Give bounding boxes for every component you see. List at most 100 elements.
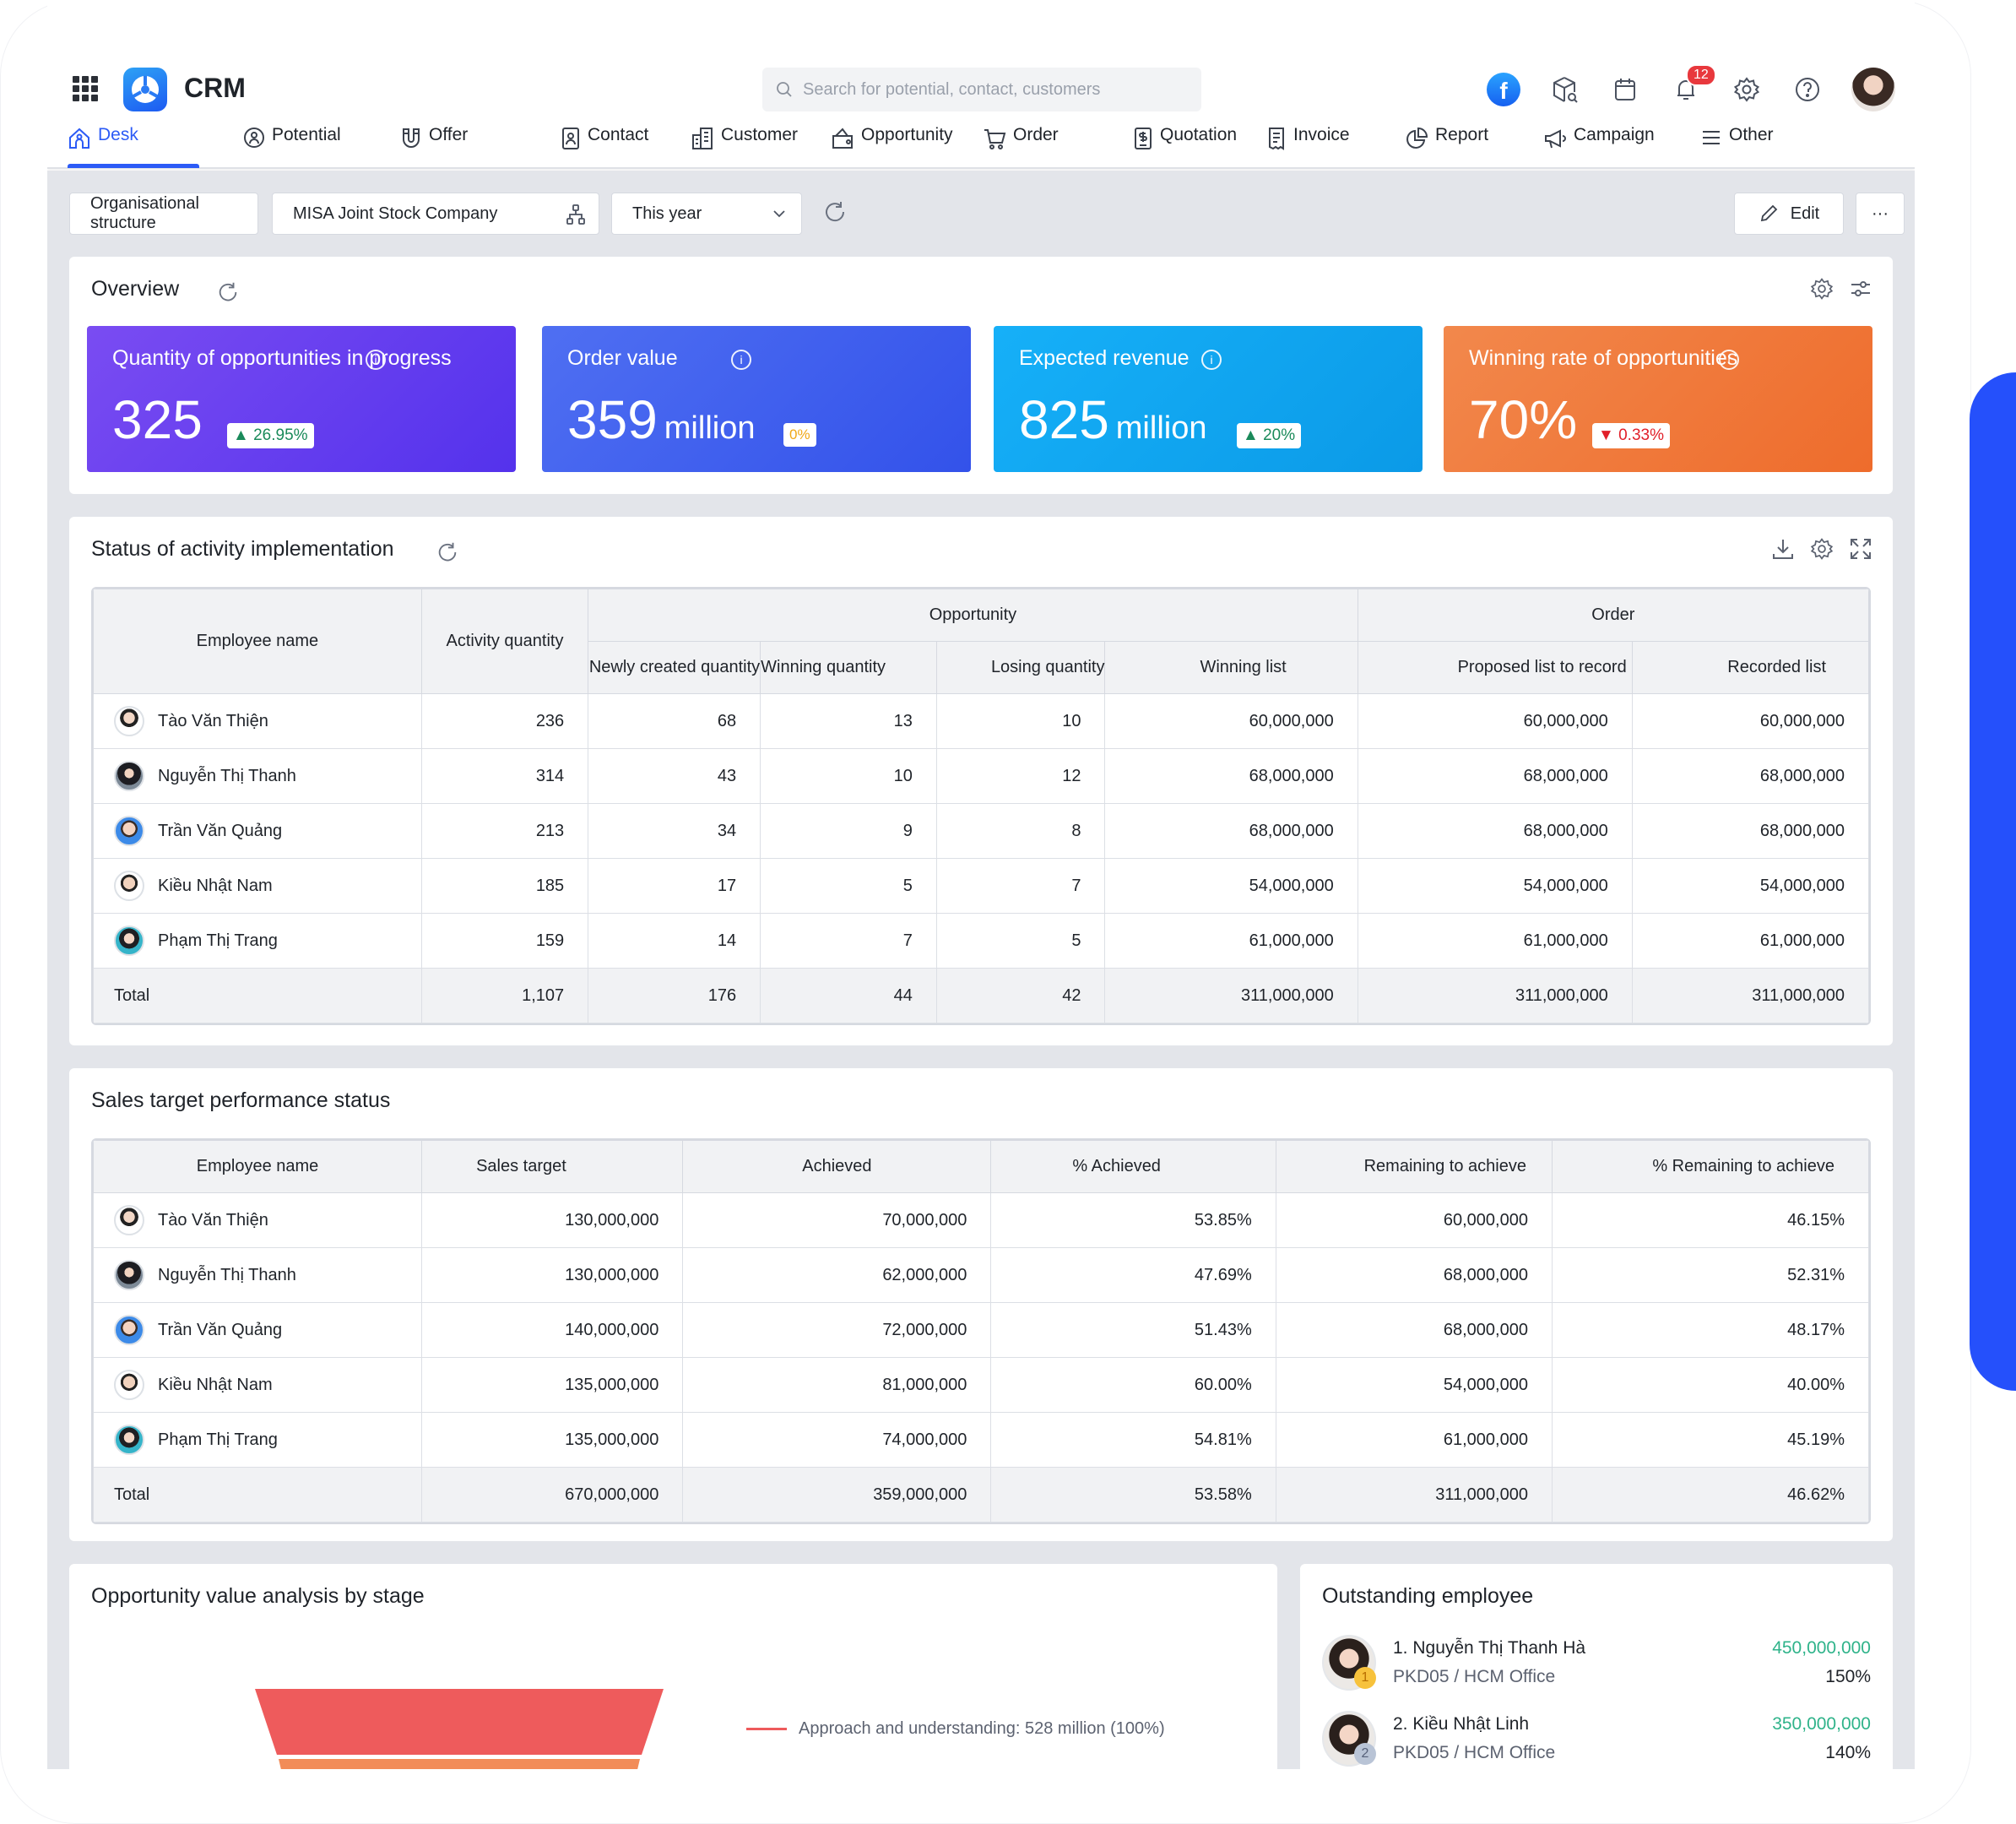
nav-label: Customer (721, 125, 799, 144)
group-opportunity: Opportunity (588, 589, 1358, 642)
info-icon[interactable]: i (366, 350, 386, 370)
list-item[interactable]: 2 2. Kiều Nhật Linh PKD05 / HCM Office 3… (1322, 1711, 1871, 1769)
table-row[interactable]: Kiều Nhật Nam 135,000,000 81,000,000 60.… (93, 1357, 1869, 1413)
more-options-button[interactable]: ··· (1856, 193, 1905, 235)
cell-achieved: 72,000,000 (682, 1302, 992, 1358)
cell-pct-achieved: 51.43% (990, 1302, 1276, 1358)
kpi-order-value[interactable]: Order value i 359 million 0% (542, 326, 971, 472)
cell-pct-achieved: 53.85% (990, 1192, 1276, 1248)
nav-order[interactable]: Order (983, 125, 1059, 169)
calendar-button[interactable] (1608, 73, 1642, 106)
cell-proposed: 68,000,000 (1357, 748, 1633, 804)
nav-offer[interactable]: Offer (400, 125, 468, 169)
table-row[interactable]: Nguyễn Thị Thanh 130,000,000 62,000,000 … (93, 1247, 1869, 1303)
product-search-button[interactable] (1547, 73, 1581, 106)
nav-quotation[interactable]: Quotation (1133, 125, 1237, 169)
nav-other[interactable]: Other (1700, 125, 1774, 169)
table-row[interactable]: Trần Văn Quảng 140,000,000 72,000,000 51… (93, 1302, 1869, 1358)
cell-pct-remaining: 52.31% (1551, 1247, 1869, 1303)
notifications-button[interactable]: 12 (1669, 64, 1716, 106)
total-lose: 42 (935, 968, 1106, 1023)
main-nav: Desk Potential Offer Contact Customer Op… (47, 125, 1915, 169)
global-search[interactable] (762, 68, 1201, 111)
facebook-button[interactable]: f (1487, 73, 1520, 106)
help-button[interactable] (1791, 73, 1824, 106)
search-input[interactable] (803, 79, 1191, 100)
arrow-up-icon: ▲ (233, 426, 254, 444)
period-select[interactable]: This year (611, 193, 802, 235)
table-row[interactable]: Kiều Nhật Nam 185 17 5 7 54,000,000 54,0… (93, 858, 1869, 914)
nav-report[interactable]: Report (1405, 125, 1488, 169)
cell-activity: 185 (420, 858, 589, 914)
kpi-opportunities-in-progress[interactable]: Quantity of opportunities in progress i … (87, 326, 516, 472)
app-launcher-icon[interactable] (73, 76, 98, 101)
gear-icon[interactable] (1810, 277, 1834, 301)
nav-desk[interactable]: Desk (68, 125, 138, 169)
refresh-icon[interactable] (436, 540, 459, 564)
gear-icon[interactable] (1810, 537, 1834, 561)
user-avatar[interactable] (1851, 68, 1895, 111)
magnet-icon (403, 128, 420, 148)
cell-recorded: 61,000,000 (1631, 913, 1869, 969)
cell-win: 10 (760, 748, 937, 804)
info-icon[interactable]: i (731, 350, 751, 370)
org-chart-icon (566, 204, 585, 225)
info-icon[interactable]: i (1201, 350, 1222, 370)
expand-icon[interactable] (1849, 537, 1872, 561)
table-row[interactable]: Nguyễn Thị Thanh 314 43 10 12 68,000,000… (93, 748, 1869, 804)
total-target: 670,000,000 (421, 1467, 684, 1523)
avatar (114, 761, 144, 791)
crm-app: CRM f 12 (47, 0, 1915, 1769)
funnel-stage-2[interactable] (279, 1759, 640, 1769)
nav-opportunity[interactable]: Opportunity (831, 125, 953, 169)
total-win: 44 (760, 968, 937, 1023)
table-row[interactable]: Tào Văn Thiện 130,000,000 70,000,000 53.… (93, 1192, 1869, 1248)
kpi-winning-rate[interactable]: Winning rate of opportunities i 70% ▼ 0.… (1444, 326, 1872, 472)
group-order: Order (1357, 589, 1869, 642)
edit-button[interactable]: Edit (1734, 193, 1844, 235)
nav-customer[interactable]: Customer (691, 125, 798, 169)
cell-win-list: 68,000,000 (1104, 803, 1358, 859)
sliders-icon[interactable] (1849, 277, 1872, 301)
app-title: CRM (184, 73, 246, 103)
kpi-label: Order value (567, 346, 678, 370)
employee-name: 2. Kiều Nhật Linh (1393, 1714, 1530, 1734)
download-icon[interactable] (1771, 537, 1795, 561)
cell-pct-remaining: 45.19% (1551, 1412, 1869, 1468)
cell-target: 135,000,000 (421, 1357, 684, 1413)
employee-name: Kiều Nhật Nam (158, 1375, 273, 1394)
kpi-number: 825 (1019, 389, 1109, 450)
cell-proposed: 60,000,000 (1357, 693, 1633, 749)
org-structure-select[interactable]: MISA Joint Stock Company (272, 193, 599, 235)
table-row[interactable]: Trần Văn Quảng 213 34 9 8 68,000,000 68,… (93, 803, 1869, 859)
cell-recorded: 54,000,000 (1631, 858, 1869, 914)
col-remaining: Remaining to achieve (1275, 1140, 1553, 1193)
avatar (114, 926, 144, 956)
table-row[interactable]: Phạm Thị Trang 159 14 7 5 61,000,000 61,… (93, 913, 1869, 969)
total-pct-remaining: 46.62% (1551, 1467, 1869, 1523)
col-recorded-list: Recorded list (1631, 641, 1869, 694)
info-icon[interactable]: i (1719, 350, 1739, 370)
col-sales-target: Sales target (421, 1140, 684, 1193)
crm-logo-icon (123, 68, 167, 111)
table-row[interactable]: Tào Văn Thiện 236 68 13 10 60,000,000 60… (93, 693, 1869, 749)
cell-activity: 314 (420, 748, 589, 804)
nav-campaign[interactable]: Campaign (1543, 125, 1655, 169)
avatar (114, 1315, 144, 1345)
nav-potential[interactable]: Potential (243, 125, 341, 169)
col-winning-list: Winning list (1104, 641, 1358, 694)
cell-recorded: 68,000,000 (1631, 803, 1869, 859)
list-item[interactable]: 1 1. Nguyễn Thị Thanh Hà PKD05 / HCM Off… (1322, 1635, 1871, 1702)
funnel-stage-1[interactable] (255, 1689, 664, 1755)
nav-contact[interactable]: Contact (561, 125, 648, 169)
nav-invoice[interactable]: Invoice (1266, 125, 1350, 169)
refresh-filters-button[interactable] (822, 199, 848, 229)
box-search-icon (1553, 77, 1578, 103)
kpi-value: 70% (1469, 388, 1577, 451)
refresh-icon[interactable] (216, 280, 240, 304)
table-row[interactable]: Phạm Thị Trang 135,000,000 74,000,000 54… (93, 1412, 1869, 1468)
col-winning-quantity: Winning quantity (760, 641, 937, 694)
kpi-expected-revenue[interactable]: Expected revenue i 825 million ▲ 20% (994, 326, 1423, 472)
settings-button[interactable] (1730, 73, 1764, 106)
total-recorded: 311,000,000 (1631, 968, 1869, 1023)
